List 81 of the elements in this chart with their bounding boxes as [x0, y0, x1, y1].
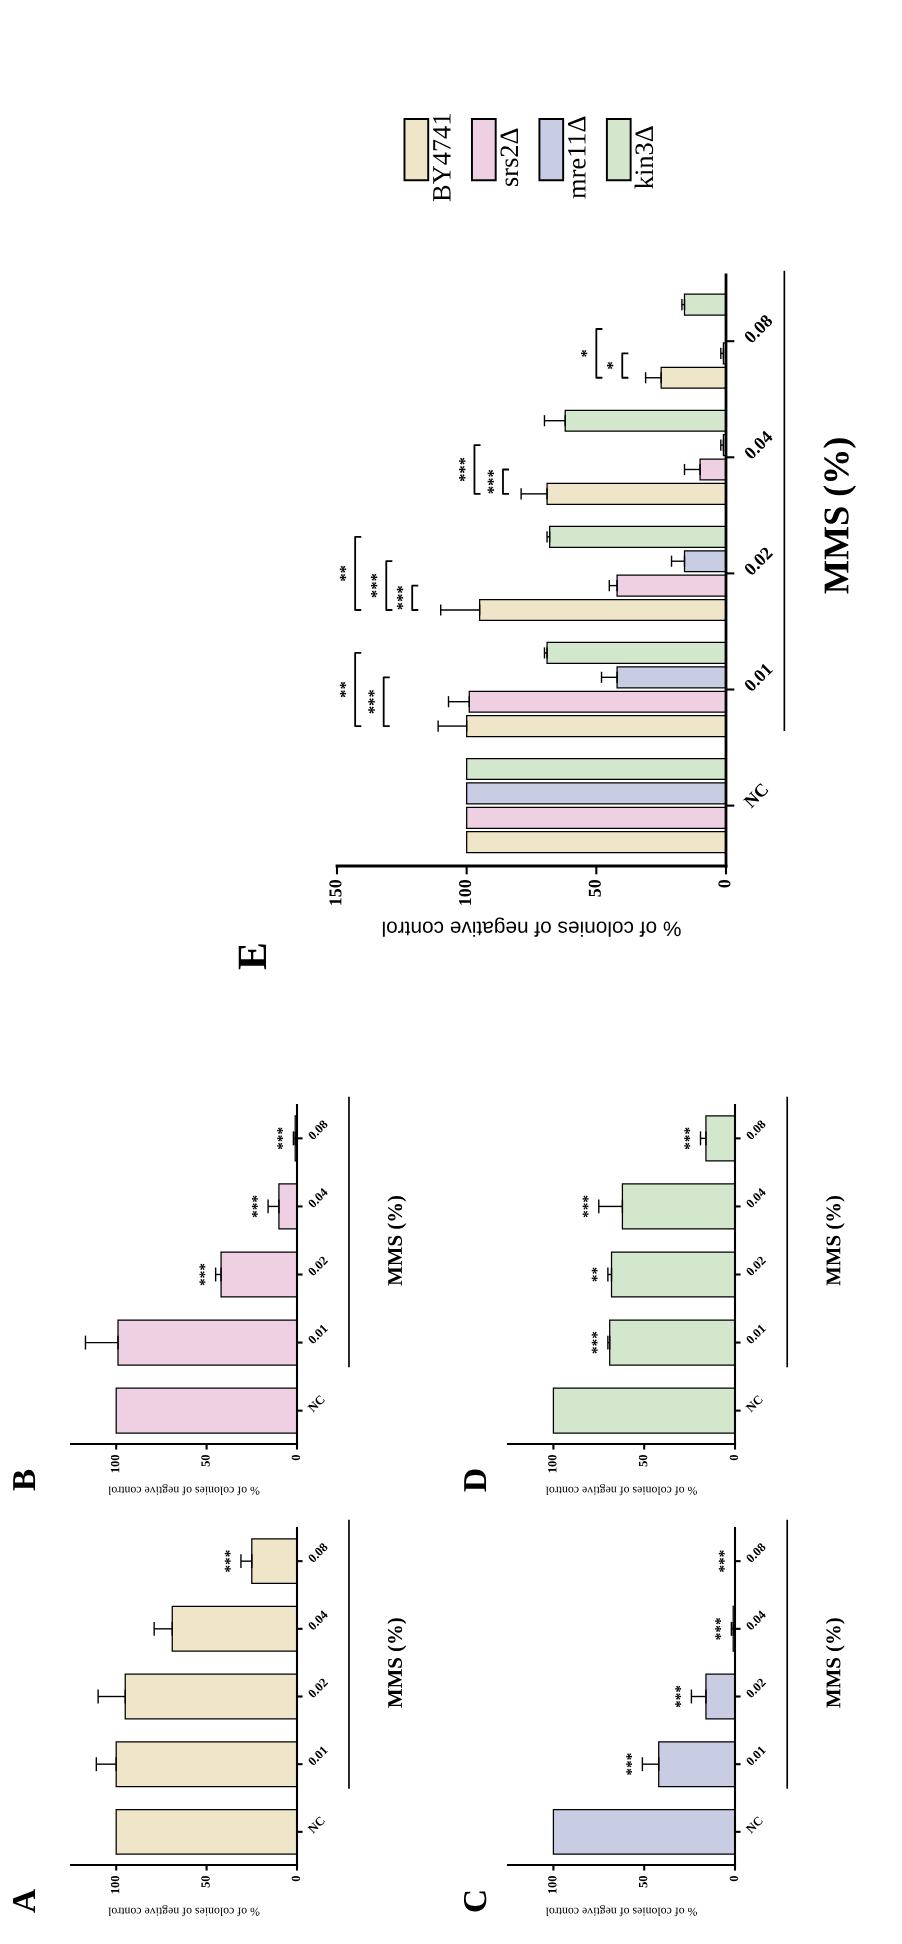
- x-axis-title: % of colonies of negtive control: [545, 1484, 697, 1496]
- y-tick-label: 0.02: [743, 546, 774, 577]
- annotation: **: [591, 1267, 598, 1282]
- x-tick-label: 100: [548, 1875, 557, 1894]
- y-axis-title: MMS (%): [823, 438, 856, 594]
- y-axis-title: MMS (%): [387, 1618, 407, 1708]
- x-tick-label: 100: [110, 1875, 120, 1894]
- annotation: ***: [582, 1195, 589, 1218]
- x-tick-label: 0: [729, 1454, 739, 1461]
- legend-label: mre11Δ: [568, 116, 586, 199]
- text: B: [13, 1469, 36, 1491]
- x-tick-label: 0: [718, 879, 731, 888]
- annotation: ***: [251, 1195, 258, 1218]
- text: D: [464, 1469, 487, 1492]
- text: A: [13, 1889, 36, 1913]
- annotation: ***: [370, 573, 378, 598]
- y-tick-label: 0.01: [745, 1745, 767, 1767]
- annotation: ***: [277, 1127, 284, 1150]
- y-tick-label: 0.04: [307, 1609, 329, 1631]
- annotation: ***: [224, 1550, 231, 1572]
- y-tick-label: 0.04: [743, 429, 774, 461]
- x-axis-title: % of colonies of negtive control: [545, 1905, 697, 1917]
- y-tick-label: NC: [307, 1394, 326, 1413]
- x-tick-label: 0: [291, 1454, 301, 1461]
- y-tick-label: 0.02: [745, 1677, 767, 1699]
- x-tick-label: 100: [459, 879, 472, 905]
- annotation: ***: [591, 1331, 598, 1354]
- x-tick-label: 50: [201, 1454, 210, 1467]
- y-tick-label: 0.08: [743, 313, 774, 344]
- y-tick-label: 0.04: [307, 1187, 329, 1209]
- x-tick-label: 150: [329, 879, 342, 905]
- x-tick-label: 50: [588, 879, 601, 897]
- annotation: ***: [718, 1550, 725, 1572]
- y-axis-title: MMS (%): [825, 1618, 845, 1708]
- x-tick-label: 50: [638, 1875, 648, 1888]
- y-axis-title: MMS (%): [825, 1195, 845, 1286]
- y-tick-label: NC: [745, 1816, 764, 1834]
- annotation: ***: [626, 1753, 633, 1775]
- y-tick-label: 0.04: [745, 1187, 767, 1209]
- annotation: ***: [675, 1685, 682, 1708]
- x-tick-label: 0: [729, 1875, 739, 1882]
- annotation: **: [339, 565, 347, 582]
- y-axis-title: MMS (%): [387, 1195, 407, 1286]
- annotation: ***: [715, 1618, 721, 1640]
- y-tick-label: 0.08: [745, 1542, 767, 1564]
- annotation: ***: [487, 469, 494, 494]
- y-tick-label: 0.04: [745, 1609, 767, 1631]
- text: C: [463, 1891, 487, 1912]
- annotation: ***: [368, 689, 375, 714]
- legend-label: BY4741: [433, 114, 451, 202]
- annotation: ***: [199, 1263, 206, 1286]
- y-tick-label: 0.08: [745, 1119, 767, 1141]
- x-tick-label: 50: [638, 1454, 648, 1467]
- annotation: ***: [396, 585, 404, 610]
- x-tick-label: 100: [110, 1454, 120, 1473]
- y-tick-label: 0.02: [745, 1255, 767, 1277]
- text: E: [238, 944, 267, 970]
- y-tick-label: 0.01: [743, 662, 774, 693]
- y-tick-label: 0.02: [307, 1255, 329, 1277]
- y-tick-label: 0.08: [307, 1542, 329, 1564]
- annotation: **: [339, 681, 347, 698]
- y-tick-label: 0.01: [307, 1323, 329, 1345]
- legend-label: srs2Δ: [500, 128, 519, 186]
- x-axis-title: % of colonies of negative control: [382, 917, 681, 937]
- x-axis-title: % of colonies of negtive control: [108, 1484, 260, 1496]
- x-tick-label: 50: [201, 1875, 210, 1888]
- annotation: ***: [684, 1127, 691, 1150]
- y-tick-label: NC: [307, 1816, 326, 1834]
- annotation: ***: [459, 457, 466, 482]
- y-tick-label: 0.08: [307, 1119, 329, 1141]
- x-tick-label: 100: [548, 1454, 557, 1473]
- y-tick-label: NC: [743, 782, 769, 809]
- legend-label: kin3Δ: [634, 126, 654, 189]
- x-axis-title: % of colonies of negtive control: [108, 1905, 260, 1917]
- y-tick-label: 0.01: [307, 1745, 329, 1767]
- annotation: *: [581, 349, 588, 357]
- annotation: *: [606, 362, 614, 370]
- y-tick-label: 0.02: [307, 1677, 329, 1699]
- y-tick-label: 0.01: [745, 1323, 767, 1345]
- x-tick-label: 0: [291, 1875, 301, 1882]
- y-tick-label: NC: [745, 1394, 764, 1413]
